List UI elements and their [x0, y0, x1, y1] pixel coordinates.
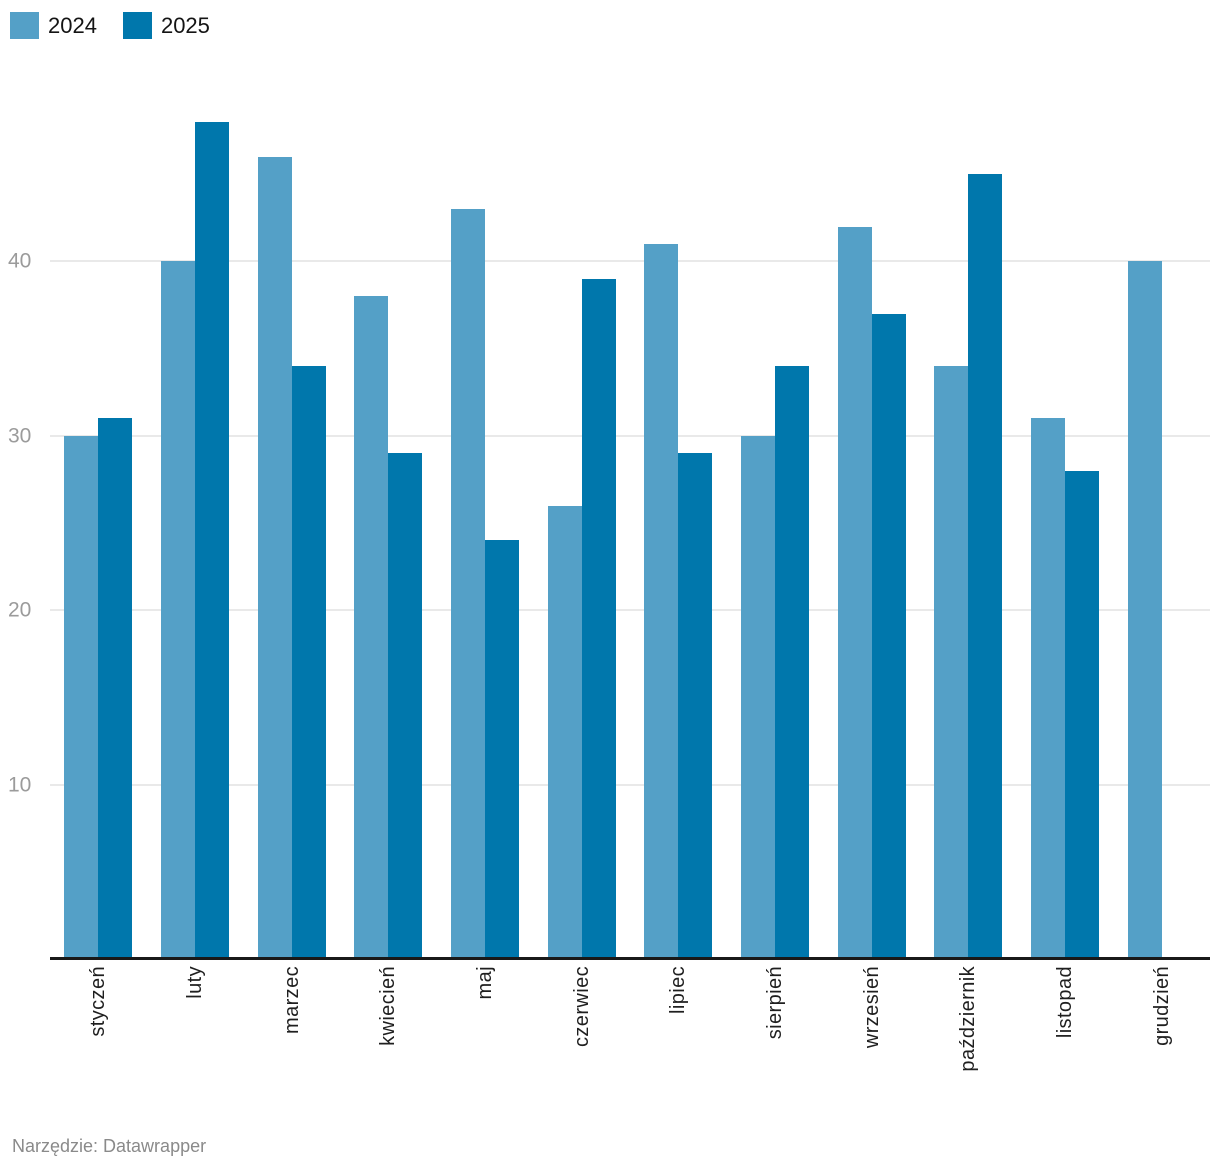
bar-2025-kwiecień[interactable] [388, 453, 423, 959]
bar-group-listopad [1017, 87, 1114, 959]
bar-group-marzec [243, 87, 340, 959]
bar-2024-kwiecień[interactable] [354, 296, 389, 959]
bar-group-luty [147, 87, 244, 959]
bar-group-styczeń [50, 87, 147, 959]
x-axis-label-luty: luty [147, 966, 244, 1126]
bar-group-czerwiec [533, 87, 630, 959]
bar-2025-październik[interactable] [968, 174, 1003, 959]
bar-2024-październik[interactable] [934, 366, 969, 959]
bar-2024-lipiec[interactable] [644, 243, 679, 959]
x-axis-label-lipiec: lipiec [630, 966, 727, 1126]
bar-2024-marzec[interactable] [257, 156, 292, 959]
bar-2024-styczeń[interactable] [64, 435, 99, 959]
x-axis-label-kwiecień: kwiecień [340, 966, 437, 1126]
x-axis-label-text: maj [473, 966, 496, 1000]
bar-2025-marzec[interactable] [291, 366, 326, 959]
y-tick-label-20: 20 [8, 598, 32, 622]
bar-2025-listopad[interactable] [1064, 470, 1099, 959]
bar-group-grudzień [1113, 87, 1210, 959]
y-tick-label-40: 40 [8, 249, 32, 273]
x-axis-label-text: czerwiec [570, 966, 593, 1047]
gridline-30 [50, 434, 1210, 437]
bar-group-wrzesień [823, 87, 920, 959]
x-axis-label-maj: maj [437, 966, 534, 1126]
bar-2024-grudzień[interactable] [1127, 261, 1162, 959]
x-axis-label-text: sierpień [763, 966, 786, 1040]
legend-item-2024[interactable]: 2024 [10, 12, 97, 39]
attribution: Narzędzie: Datawrapper [12, 1136, 206, 1158]
legend-swatch-2024 [10, 12, 39, 39]
bar-2025-sierpień[interactable] [774, 366, 809, 959]
bar-2024-maj[interactable] [450, 209, 485, 959]
x-axis-label-październik: październik [920, 966, 1017, 1126]
x-axis-labels: styczeń luty marzec kwiecień maj czerwiec lipi… [50, 966, 1210, 1126]
x-axis-label-czerwiec: czerwiec [533, 966, 630, 1126]
x-axis-label-styczeń: styczeń [50, 966, 147, 1126]
bar-2025-czerwiec[interactable] [581, 278, 616, 959]
bar-group-sierpień [727, 87, 824, 959]
x-axis-label-text: grudzień [1150, 966, 1173, 1046]
bar-2024-czerwiec[interactable] [547, 505, 582, 959]
gridline-40 [50, 260, 1210, 263]
x-axis-line [50, 957, 1210, 960]
legend-label-2025: 2025 [160, 12, 210, 38]
x-axis-label-text: styczeń [87, 966, 110, 1037]
x-axis-label-wrzesień: wrzesień [823, 966, 920, 1126]
x-axis-label-text: listopad [1053, 966, 1076, 1039]
y-tick-label-30: 30 [8, 424, 32, 448]
gridline-10 [50, 783, 1210, 786]
plot-area [50, 87, 1210, 959]
x-axis-label-text: marzec [280, 966, 303, 1034]
bar-group-lipiec [630, 87, 727, 959]
x-axis-label-text: kwiecień [377, 966, 400, 1046]
bar-2024-luty[interactable] [160, 261, 195, 959]
x-axis-label-grudzień: grudzień [1113, 966, 1210, 1126]
bar-group-maj [437, 87, 534, 959]
y-tick-label-10: 10 [8, 773, 32, 797]
x-axis-label-sierpień: sierpień [727, 966, 824, 1126]
bar-2025-wrzesień[interactable] [871, 313, 906, 959]
legend-swatch-2025 [122, 12, 152, 39]
x-axis-label-text: październik [957, 966, 980, 1072]
bar-2024-sierpień[interactable] [740, 435, 775, 959]
bar-group-kwiecień [340, 87, 437, 959]
bar-group-październik [920, 87, 1017, 959]
bar-2024-wrzesień[interactable] [837, 226, 872, 959]
gridline-20 [50, 609, 1210, 612]
legend: 2024 2025 [10, 12, 210, 39]
bar-2025-maj[interactable] [484, 540, 519, 959]
x-axis-label-listopad: listopad [1017, 966, 1114, 1126]
attribution-text: Narzędzie: Datawrapper [12, 1136, 207, 1156]
y-axis: 10 20 30 40 [8, 87, 46, 959]
x-axis-label-text: wrzesień [860, 966, 883, 1049]
bar-2024-listopad[interactable] [1030, 418, 1065, 959]
x-axis-label-marzec: marzec [243, 966, 340, 1126]
x-axis-label-text: luty [183, 966, 206, 999]
bar-2025-lipiec[interactable] [678, 453, 713, 959]
bar-2025-luty[interactable] [194, 121, 229, 959]
bar-2025-styczeń[interactable] [98, 418, 133, 959]
legend-item-2025[interactable]: 2025 [122, 12, 210, 39]
x-axis-label-text: lipiec [667, 966, 690, 1014]
bar-row [50, 87, 1210, 959]
legend-label-2024: 2024 [48, 12, 97, 38]
